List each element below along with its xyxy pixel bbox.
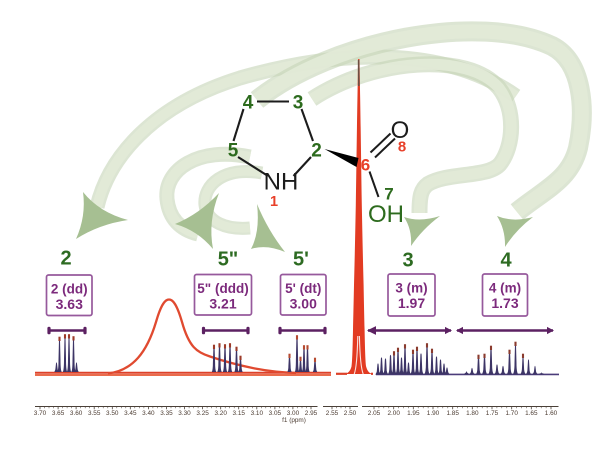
svg-text:3: 3	[402, 250, 413, 272]
svg-text:OH: OH	[368, 201, 404, 228]
svg-text:2: 2	[60, 248, 71, 270]
svg-text:5": 5"	[218, 249, 239, 271]
svg-text:1.90: 1.90	[427, 410, 440, 417]
svg-text:f1 (ppm): f1 (ppm)	[282, 417, 306, 424]
svg-text:3.25: 3.25	[196, 410, 209, 417]
svg-text:5' (dt): 5' (dt)	[285, 281, 321, 296]
svg-text:3.00: 3.00	[287, 410, 300, 417]
svg-text:1.70: 1.70	[505, 410, 518, 417]
svg-text:1.75: 1.75	[486, 410, 499, 417]
svg-text:3.10: 3.10	[251, 410, 264, 417]
svg-text:1.95: 1.95	[407, 410, 420, 417]
svg-text:2.50: 2.50	[344, 410, 357, 417]
svg-text:3.00: 3.00	[290, 296, 317, 312]
svg-text:1.73: 1.73	[491, 295, 518, 311]
svg-text:3: 3	[293, 93, 304, 114]
svg-text:6: 6	[361, 156, 370, 175]
svg-text:3.40: 3.40	[142, 410, 155, 417]
svg-text:1.60: 1.60	[545, 410, 558, 417]
svg-text:3.63: 3.63	[56, 296, 83, 312]
svg-text:5': 5'	[293, 249, 309, 271]
svg-text:2: 2	[311, 141, 322, 162]
svg-text:4: 4	[243, 93, 254, 114]
svg-text:1.80: 1.80	[466, 410, 479, 417]
svg-text:1.65: 1.65	[525, 410, 538, 417]
svg-text:2.95: 2.95	[305, 410, 318, 417]
svg-text:2.00: 2.00	[387, 410, 400, 417]
svg-text:3.60: 3.60	[70, 410, 83, 417]
svg-text:5: 5	[228, 141, 239, 162]
svg-text:1: 1	[270, 194, 278, 210]
svg-text:O: O	[391, 117, 410, 144]
svg-text:2 (dd): 2 (dd)	[51, 282, 88, 297]
svg-text:1.85: 1.85	[446, 410, 459, 417]
svg-text:4 (m): 4 (m)	[489, 281, 521, 296]
svg-text:3.55: 3.55	[88, 410, 101, 417]
svg-text:5" (ddd): 5" (ddd)	[197, 281, 248, 296]
svg-text:3.21: 3.21	[209, 296, 236, 312]
svg-text:2.55: 2.55	[326, 410, 339, 417]
svg-text:3.05: 3.05	[269, 410, 282, 417]
svg-text:2.05: 2.05	[368, 410, 381, 417]
svg-text:3.50: 3.50	[106, 410, 119, 417]
svg-text:NH: NH	[264, 169, 299, 196]
svg-text:3 (m): 3 (m)	[395, 281, 427, 296]
svg-text:1.97: 1.97	[398, 295, 425, 311]
svg-text:3.35: 3.35	[160, 410, 173, 417]
svg-text:7: 7	[384, 185, 393, 204]
svg-text:3.70: 3.70	[34, 410, 47, 417]
svg-text:3.30: 3.30	[178, 410, 191, 417]
svg-text:3.45: 3.45	[124, 410, 137, 417]
svg-text:3.15: 3.15	[233, 410, 246, 417]
svg-text:4: 4	[500, 250, 512, 272]
svg-text:3.65: 3.65	[52, 410, 65, 417]
svg-text:3.20: 3.20	[214, 410, 227, 417]
svg-text:8: 8	[398, 139, 406, 156]
